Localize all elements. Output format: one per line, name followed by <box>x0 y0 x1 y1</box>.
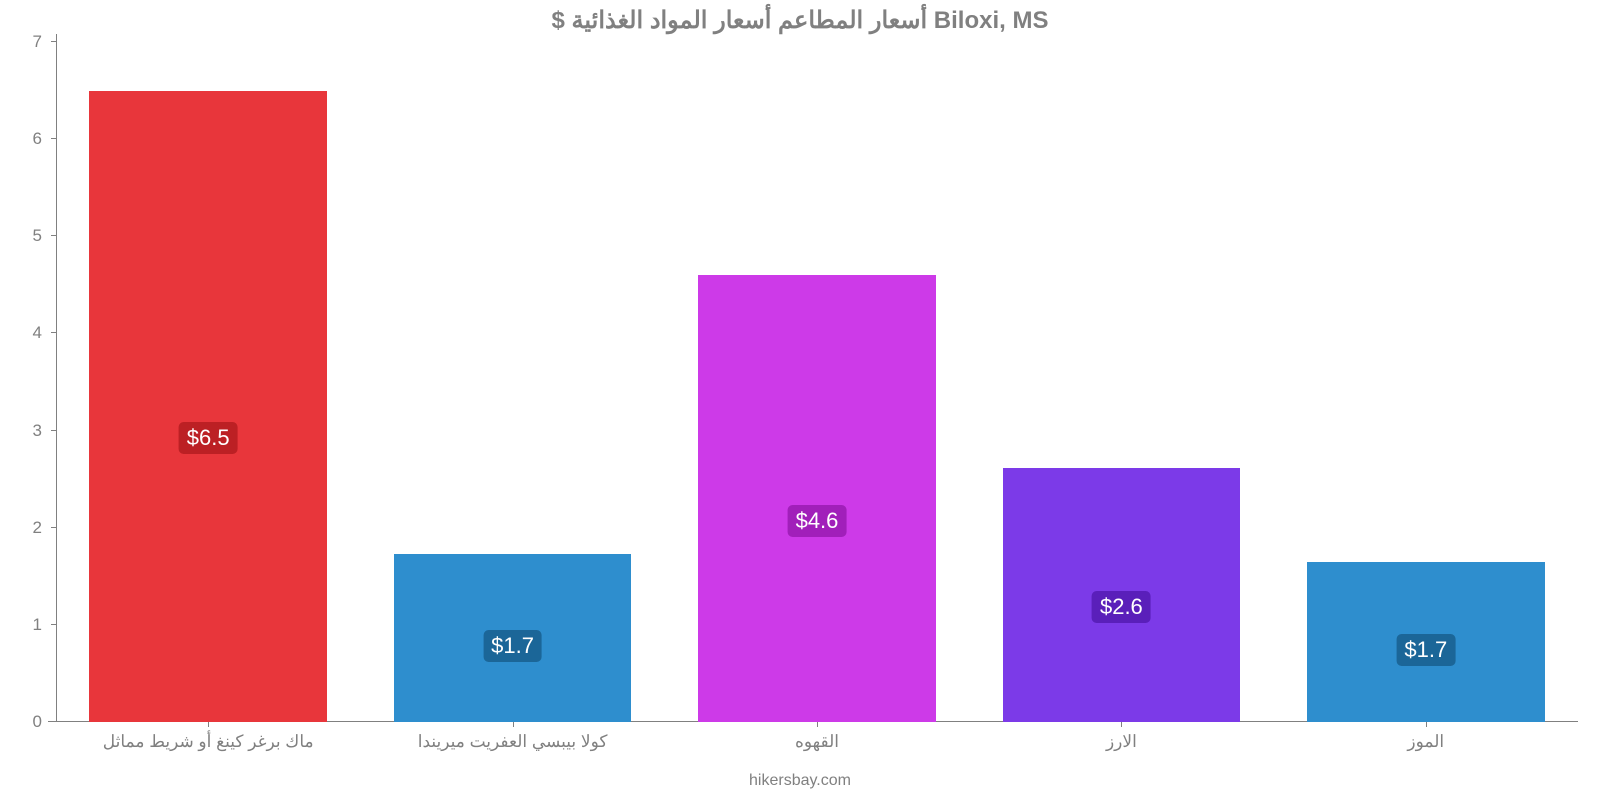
value-label: $1.7 <box>483 630 542 662</box>
y-tick-mark <box>51 624 56 625</box>
x-tick-mark <box>513 722 514 727</box>
y-tick-label: 4 <box>33 323 56 343</box>
y-tick-mark <box>51 235 56 236</box>
y-axis-line <box>56 34 57 722</box>
x-tick-mark <box>817 722 818 727</box>
y-tick-mark <box>51 721 56 722</box>
y-tick-label: 2 <box>33 518 56 538</box>
y-tick-label: 0 <box>33 712 56 732</box>
y-tick-label: 3 <box>33 421 56 441</box>
plot-area: 01234567 ماك برغر كينغ أو شريط مماثلكولا… <box>56 42 1578 722</box>
x-tick-mark <box>1121 722 1122 727</box>
bar <box>698 275 935 722</box>
value-label: $4.6 <box>788 505 847 537</box>
x-tick-mark <box>208 722 209 727</box>
chart-title: Biloxi, MS أسعار المطاعم أسعار المواد ال… <box>0 6 1600 35</box>
x-tick-mark <box>1426 722 1427 727</box>
y-tick-mark <box>51 332 56 333</box>
price-bar-chart: Biloxi, MS أسعار المطاعم أسعار المواد ال… <box>0 0 1600 800</box>
y-tick-mark <box>51 41 56 42</box>
y-tick-label: 7 <box>33 32 56 52</box>
y-tick-label: 6 <box>33 129 56 149</box>
y-tick-mark <box>51 430 56 431</box>
y-tick-label: 5 <box>33 226 56 246</box>
value-label: $1.7 <box>1396 634 1455 666</box>
y-tick-mark <box>51 138 56 139</box>
chart-footer: hikersbay.com <box>0 772 1600 790</box>
bar <box>89 91 326 722</box>
value-label: $2.6 <box>1092 591 1151 623</box>
y-tick-label: 1 <box>33 615 56 635</box>
y-tick-mark <box>51 527 56 528</box>
value-label: $6.5 <box>179 422 238 454</box>
